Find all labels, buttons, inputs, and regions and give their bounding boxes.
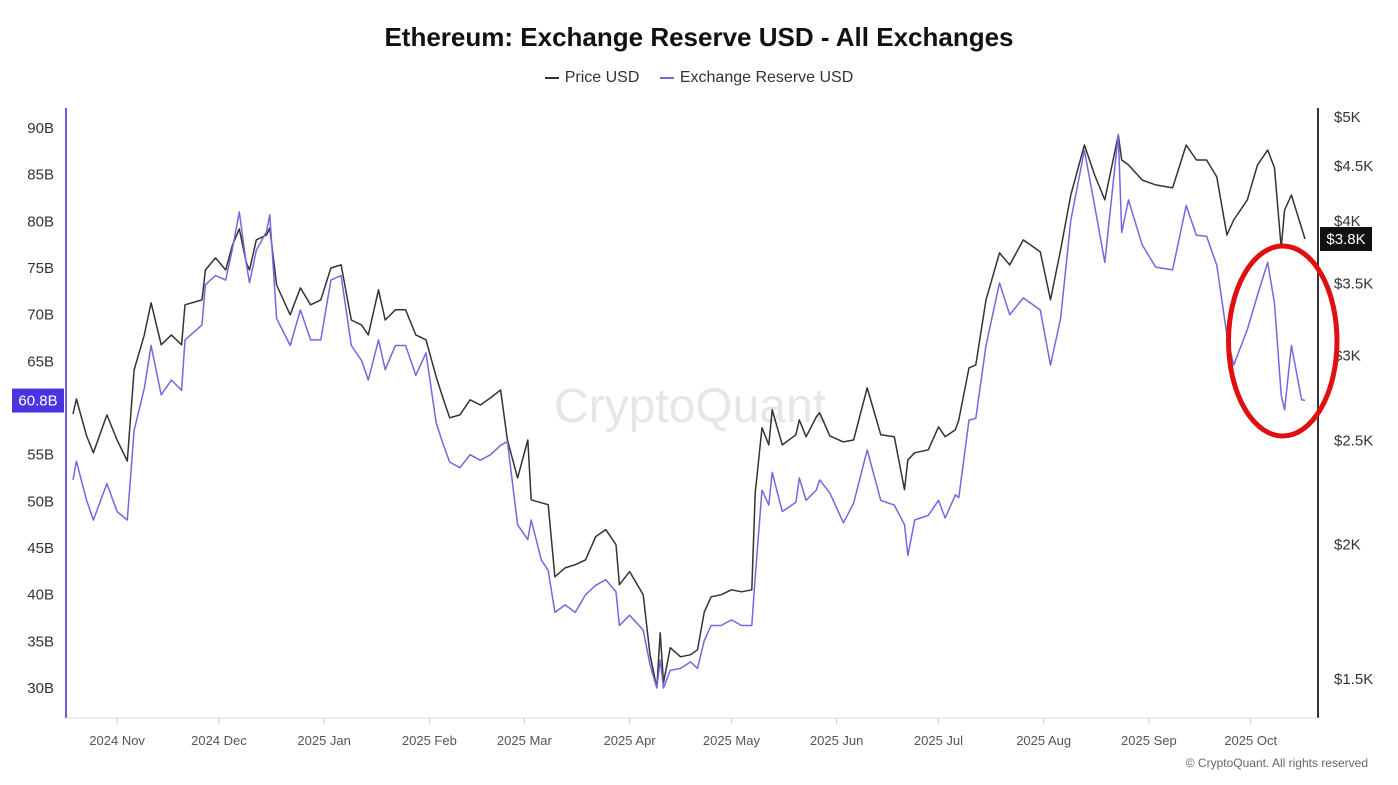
x-tick-label: 2025 Aug: [1016, 733, 1071, 748]
x-tick-label: 2025 Jan: [297, 733, 351, 748]
legend-label-reserve: Exchange Reserve USD: [679, 69, 854, 86]
right-tick-label: $3.5K: [1334, 275, 1373, 292]
left-tick-label: 45B: [27, 540, 54, 557]
chart-title: Ethereum: Exchange Reserve USD - All Exc…: [384, 22, 1014, 52]
reserve-line: [72, 133, 1306, 689]
x-tick-label: 2024 Nov: [89, 733, 145, 748]
right-current-label: $3.8K: [1326, 231, 1365, 248]
watermark: CryptoQuant: [554, 380, 826, 433]
legend: Price USD Exchange Reserve USD: [0, 66, 1398, 87]
x-tick-label: 2024 Dec: [191, 733, 247, 748]
annotation-ellipse: [1226, 243, 1340, 439]
right-tick-label: $4.5K: [1334, 158, 1373, 175]
x-tick-label: 2025 Feb: [402, 733, 457, 748]
x-tick-label: 2025 Mar: [497, 733, 553, 748]
x-tick-label: 2025 Jul: [914, 733, 963, 748]
left-tick-label: 50B: [27, 493, 54, 510]
x-tick-label: 2025 May: [703, 733, 761, 748]
left-tick-label: 35B: [27, 633, 54, 650]
right-tick-label: $2K: [1334, 537, 1361, 554]
legend-item-reserve[interactable]: Exchange Reserve USD: [659, 69, 854, 87]
x-tick-label: 2025 Oct: [1224, 733, 1277, 748]
copyright: © CryptoQuant. All rights reserved: [1185, 756, 1368, 770]
left-tick-label: 70B: [27, 307, 54, 324]
right-tick-label: $2.5K: [1334, 433, 1373, 450]
x-tick-label: 2025 Sep: [1121, 733, 1177, 748]
left-tick-label: 85B: [27, 167, 54, 184]
left-tick-label: 30B: [27, 680, 54, 697]
left-tick-label: 55B: [27, 447, 54, 464]
x-tick-label: 2025 Apr: [604, 733, 657, 748]
left-tick-label: 75B: [27, 260, 54, 277]
legend-swatch-price: [544, 77, 559, 79]
legend-item-price[interactable]: Price USD: [544, 69, 640, 87]
legend-label-price: Price USD: [564, 69, 640, 86]
right-tick-label: $3K: [1334, 347, 1361, 364]
right-current-badge: [1320, 227, 1372, 252]
left-tick-label: 65B: [27, 353, 54, 370]
right-tick-label: $5K: [1334, 109, 1361, 126]
right-tick-label: $1.5K: [1334, 671, 1373, 688]
left-current-badge: [12, 388, 64, 413]
right-tick-label: $4K: [1334, 213, 1361, 230]
left-tick-label: 80B: [27, 213, 54, 230]
left-tick-label: 40B: [27, 587, 54, 604]
left-current-label: 60.8B: [18, 393, 57, 410]
legend-swatch-reserve: [659, 77, 674, 79]
left-tick-label: 90B: [27, 120, 54, 137]
x-tick-label: 2025 Jun: [810, 733, 864, 748]
